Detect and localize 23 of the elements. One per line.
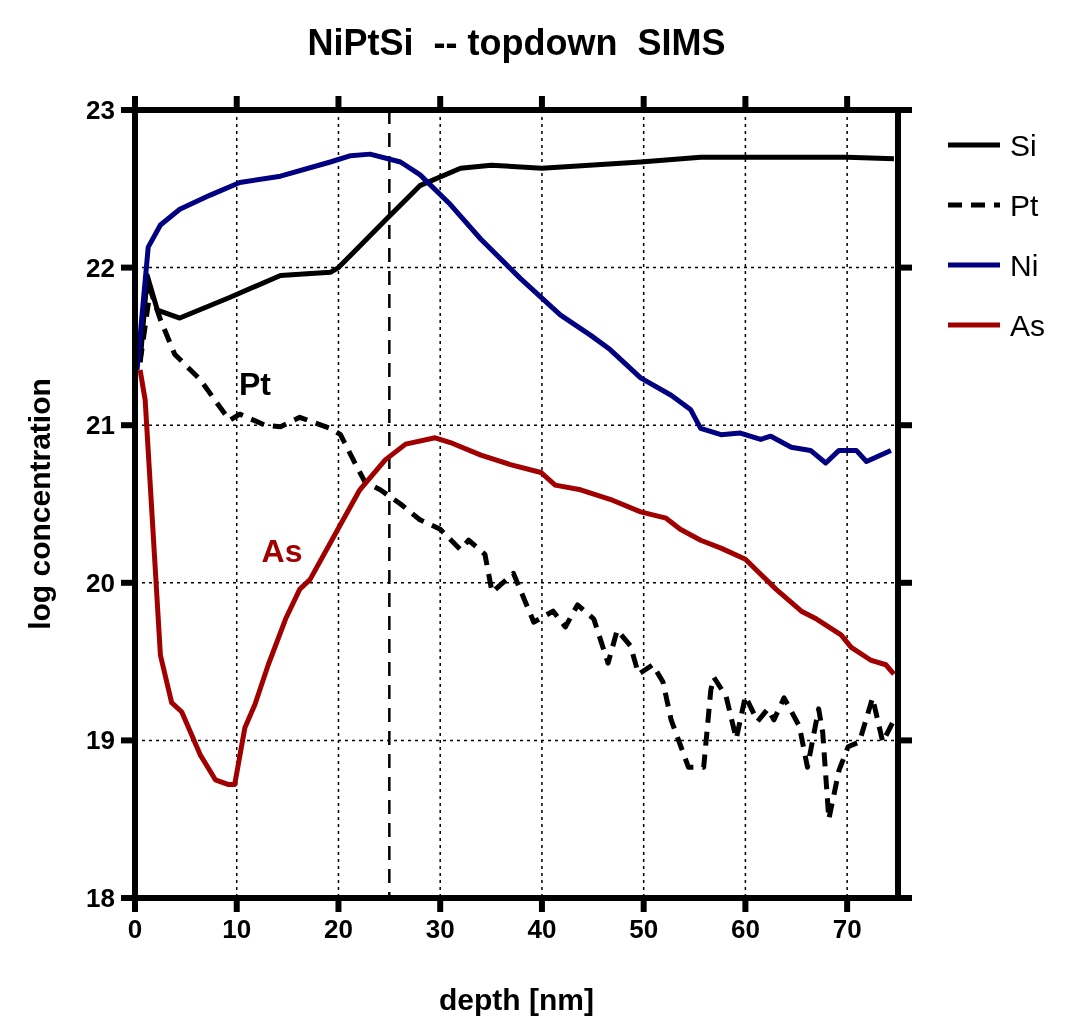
y-tick-label: 20 [86, 567, 115, 598]
legend-label: Si [1010, 129, 1037, 162]
legend-label: Ni [1010, 249, 1039, 282]
x-axis-title: depth [nm] [439, 983, 594, 1016]
x-tick-label: 70 [832, 914, 862, 944]
legend-label: Pt [1010, 189, 1040, 222]
y-tick-label: 22 [86, 252, 115, 283]
chart-title: NiPtSi -- topdown SIMS [307, 22, 726, 63]
x-tick-label: 50 [629, 914, 659, 944]
x-tick-label: 60 [730, 914, 760, 944]
annotation: As [261, 533, 303, 569]
y-tick-label: 19 [86, 725, 115, 756]
y-tick-label: 23 [86, 95, 115, 125]
y-tick-label: 18 [86, 883, 115, 913]
x-tick-label: 10 [222, 914, 252, 944]
x-tick-label: 20 [324, 914, 353, 944]
y-tick-label: 21 [86, 410, 115, 441]
x-tick-label: 40 [527, 914, 557, 944]
legend-label: As [1010, 309, 1046, 342]
y-axis-title: log concentration [23, 378, 56, 630]
x-tick-label: 30 [425, 914, 455, 944]
x-tick-label: 0 [127, 914, 143, 944]
annotation: Pt [239, 366, 272, 402]
